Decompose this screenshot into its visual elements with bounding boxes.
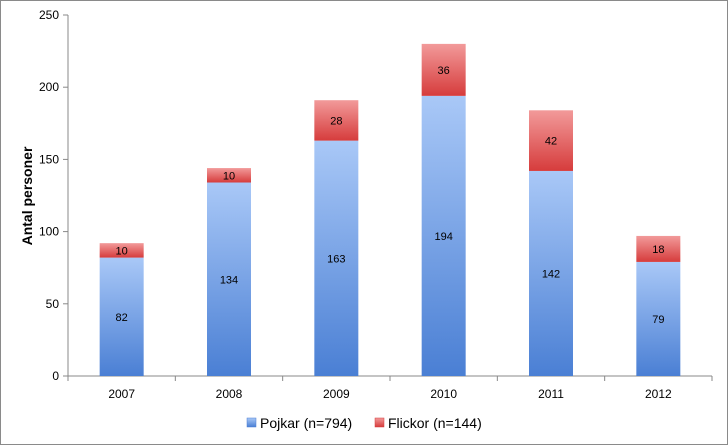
data-label: 134 — [220, 274, 238, 286]
data-label: 194 — [434, 231, 452, 243]
data-label: 28 — [330, 115, 342, 127]
y-tick-label: 0 — [52, 369, 59, 383]
legend-swatch-flickor — [374, 417, 385, 428]
data-label: 82 — [116, 312, 128, 324]
x-tick-label: 2009 — [323, 387, 350, 401]
y-tick-label: 200 — [39, 80, 59, 94]
data-label: 10 — [116, 245, 128, 257]
bar-flickor — [314, 100, 359, 141]
data-label: 142 — [542, 268, 560, 280]
bars: 82 10 134 10 163 28 194 36 142 42 79 18 — [99, 43, 681, 376]
bar-pojkar — [207, 182, 251, 376]
data-label: 79 — [652, 314, 664, 326]
y-axis: 0 50 100 150 200 250 — [39, 8, 69, 383]
data-label: 10 — [223, 170, 235, 182]
data-label: 163 — [327, 253, 345, 265]
bar-pojkar — [314, 140, 359, 376]
bar-pojkar — [636, 261, 681, 376]
bar-flickor — [421, 43, 466, 96]
bar-pojkar — [99, 257, 144, 376]
bar-pojkar — [529, 170, 573, 376]
y-tick-label: 50 — [46, 297, 60, 311]
bar-flickor — [636, 235, 681, 262]
x-tick-label: 2007 — [108, 387, 135, 401]
data-label: 18 — [652, 244, 664, 256]
x-tick-label: 2010 — [430, 387, 457, 401]
legend-label-flickor: Flickor (n=144) — [388, 415, 482, 431]
x-tick-label: 2011 — [538, 387, 564, 401]
bar-flickor — [529, 110, 573, 171]
y-tick-label: 250 — [39, 8, 59, 22]
y-tick-label: 100 — [39, 225, 59, 239]
data-label: 42 — [545, 136, 557, 148]
data-label: 36 — [438, 65, 450, 77]
bar-flickor — [99, 243, 144, 258]
x-tick-label: 2008 — [216, 387, 243, 401]
legend-swatch-pojkar — [246, 417, 257, 428]
y-axis-label: Antal personer — [19, 146, 35, 245]
legend-label-pojkar: Pojkar (n=794) — [260, 415, 352, 431]
bar-pojkar — [421, 95, 466, 376]
bar-flickor — [207, 168, 251, 183]
x-tick-label: 2012 — [645, 387, 672, 401]
y-tick-label: 150 — [39, 152, 59, 166]
legend: Pojkar (n=794) Flickor (n=144) — [246, 415, 482, 431]
x-axis: 2007 2008 2009 2010 2011 2012 — [67, 375, 713, 401]
